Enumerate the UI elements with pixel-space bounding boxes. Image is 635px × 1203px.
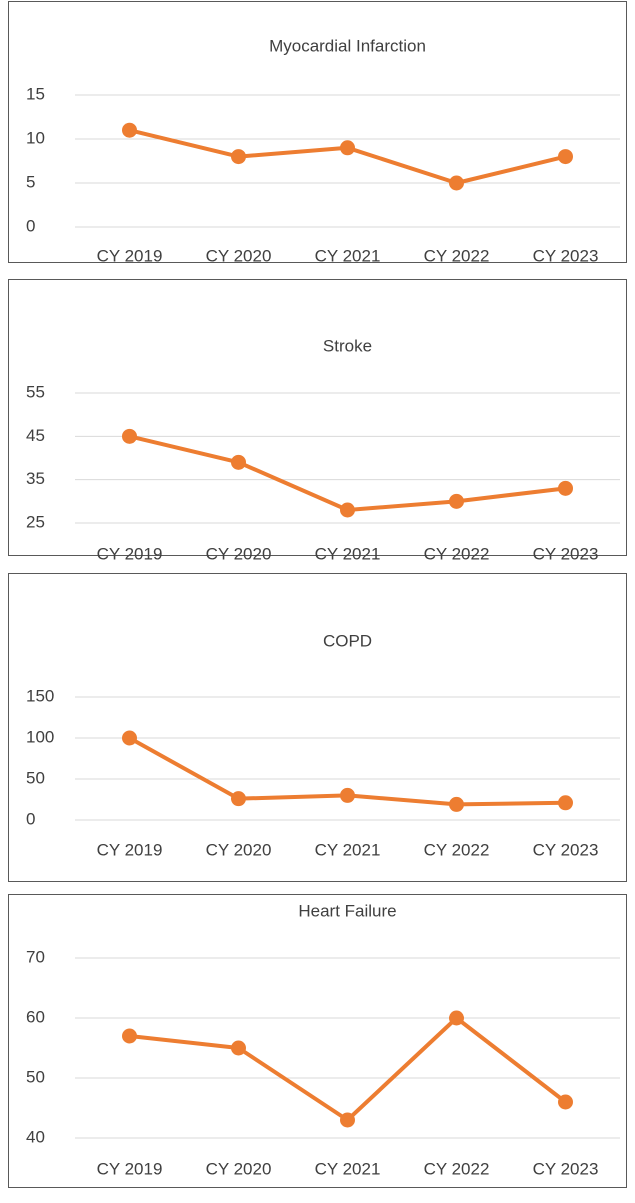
y-tick-label: 25	[26, 512, 45, 531]
y-tick-label: 55	[26, 382, 45, 401]
marker	[340, 140, 355, 156]
marker	[122, 428, 137, 444]
x-tick-label: CY 2020	[206, 1159, 272, 1178]
x-tick-label: CY 2019	[97, 544, 163, 563]
chart-panel	[8, 894, 627, 1188]
marker	[231, 454, 246, 470]
y-tick-label: 0	[26, 216, 35, 235]
x-tick-label: CY 2021	[315, 544, 381, 563]
line	[129, 434, 566, 512]
y-tick-label: 50	[26, 1067, 45, 1086]
x-tick-label: CY 2023	[533, 544, 599, 563]
marker	[340, 502, 355, 518]
marker	[122, 730, 137, 746]
marker	[231, 1040, 246, 1056]
y-tick-label: 50	[26, 768, 45, 787]
marker	[340, 1112, 355, 1128]
x-tick-label: CY 2023	[533, 246, 599, 265]
y-tick-label: 15	[26, 84, 45, 103]
chart-title: Stroke	[323, 336, 372, 355]
y-tick-label: 60	[26, 1007, 45, 1026]
chart-title: Heart Failure	[298, 901, 396, 920]
x-tick-label: CY 2019	[97, 840, 163, 859]
y-tick-label: 35	[26, 469, 45, 488]
marker	[449, 796, 464, 812]
marker	[231, 791, 246, 807]
marker	[558, 149, 573, 165]
x-tick-label: CY 2020	[206, 840, 272, 859]
x-tick-label: CY 2019	[97, 1159, 163, 1178]
marker	[449, 175, 464, 191]
chart-panel	[8, 279, 627, 556]
marker	[122, 122, 137, 138]
x-tick-label: CY 2023	[533, 840, 599, 859]
line	[129, 128, 566, 185]
y-tick-label: 0	[26, 809, 35, 828]
chart-panel	[8, 573, 627, 882]
x-tick-label: CY 2021	[315, 246, 381, 265]
y-tick-label: 40	[26, 1127, 45, 1146]
marker	[122, 1028, 137, 1044]
y-tick-label: 100	[26, 727, 54, 746]
marker	[449, 1010, 464, 1026]
y-tick-label: 150	[26, 686, 54, 705]
y-tick-label: 70	[26, 947, 45, 966]
x-tick-label: CY 2022	[424, 840, 490, 859]
x-tick-label: CY 2019	[97, 246, 163, 265]
x-tick-label: CY 2023	[533, 1159, 599, 1178]
marker	[340, 787, 355, 803]
y-tick-label: 45	[26, 426, 45, 445]
chart-title: Myocardial Infarction	[269, 36, 426, 55]
marker	[449, 493, 464, 509]
marker	[558, 1094, 573, 1110]
marker	[231, 149, 246, 165]
x-tick-label: CY 2022	[424, 246, 490, 265]
chart-title: COPD	[323, 631, 372, 650]
y-tick-label: 10	[26, 128, 45, 147]
marker	[558, 795, 573, 811]
x-tick-label: CY 2020	[206, 246, 272, 265]
x-tick-label: CY 2021	[315, 1159, 381, 1178]
line	[129, 1016, 567, 1122]
chart-panel	[8, 1, 627, 263]
x-tick-label: CY 2022	[424, 1159, 490, 1178]
x-tick-label: CY 2020	[206, 544, 272, 563]
y-tick-label: 5	[26, 172, 35, 191]
marker	[558, 480, 573, 496]
x-tick-label: CY 2021	[315, 840, 381, 859]
x-tick-label: CY 2022	[424, 544, 490, 563]
